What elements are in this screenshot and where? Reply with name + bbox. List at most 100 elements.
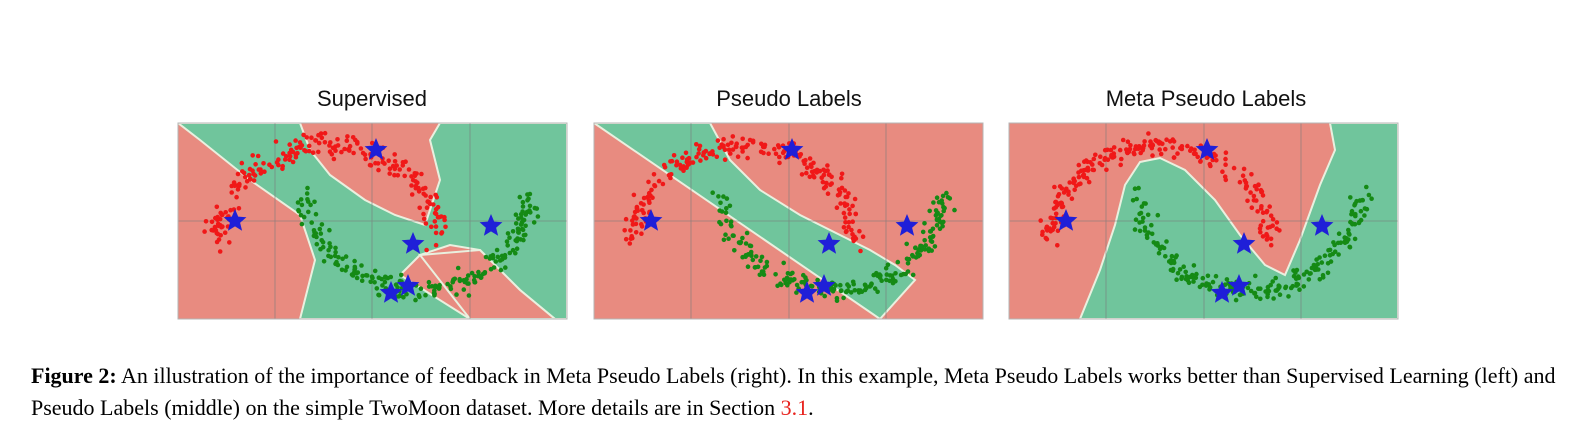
point-red [439,231,444,236]
point-red [674,162,679,168]
point-red [1048,215,1053,221]
point-red [283,154,289,159]
point-green [841,295,846,301]
point-green [507,235,512,240]
point-red [1245,198,1250,204]
point-red [434,195,440,200]
point-green [762,265,768,270]
point-green [1204,281,1209,286]
point-green [510,229,516,234]
point-green [1263,289,1268,294]
panel-pseudo-labels: Pseudo Labels [593,86,984,320]
point-red [402,173,408,179]
point-green [328,254,334,260]
point-green [1338,240,1343,245]
labeled-star [364,138,388,160]
point-green [502,252,508,258]
point-green [759,269,765,274]
point-green [1163,253,1168,259]
point-green [451,277,456,283]
point-red [745,155,750,161]
point-red [847,211,852,217]
point-red [760,144,766,150]
data-points [622,134,957,304]
point-red [766,151,771,156]
point-red [827,172,832,177]
point-red [1055,228,1061,234]
point-green [922,221,927,226]
point-green [317,226,323,232]
point-red [1099,162,1105,168]
point-red [316,132,321,138]
point-red [1086,179,1092,185]
point-green [918,243,923,249]
point-green [787,277,792,282]
point-green [472,273,477,279]
point-red [1142,139,1147,144]
point-green [885,262,891,268]
point-green [304,191,310,196]
point-red [417,205,423,211]
point-green [758,258,763,264]
point-red [1156,139,1162,144]
point-red [413,179,418,184]
point-red [837,190,843,195]
point-green [359,278,365,284]
point-green [352,258,357,264]
point-red [802,161,807,166]
point-red [280,151,286,156]
point-green [844,289,850,294]
point-red [696,151,701,156]
point-red [294,145,299,151]
point-green [433,284,438,290]
point-red [1258,229,1263,235]
point-green [1170,266,1176,272]
panel-supervised: Supervised [177,86,568,320]
point-green [1265,294,1270,300]
section-ref-link[interactable]: 3.1 [780,395,809,420]
point-green [311,233,317,239]
point-red [634,205,640,211]
labeled-star [1195,138,1219,160]
point-green [374,286,380,291]
point-green [1254,294,1259,300]
point-green [1349,208,1355,214]
point-red [428,194,433,200]
point-green [944,190,949,196]
point-green [738,240,743,246]
point-red [1125,139,1131,144]
point-green [1336,231,1342,236]
point-red [1146,131,1151,136]
point-green [1169,253,1175,259]
point-green [1291,268,1296,273]
point-red [307,148,312,154]
point-green [461,287,467,292]
point-green [927,208,932,214]
point-red [1044,236,1050,242]
point-green [423,292,428,298]
caption-text: An illustration of the importance of fee… [31,363,1556,420]
point-red [274,160,280,165]
point-green [520,204,526,209]
point-green [1186,280,1192,286]
point-green [455,265,461,271]
point-red [395,173,401,178]
point-red [1158,151,1164,157]
point-green [889,273,895,279]
point-red [273,139,279,144]
point-red [698,158,703,163]
point-red [1071,176,1076,181]
point-green [398,272,404,278]
point-green [1346,227,1351,233]
point-green [333,249,338,255]
point-green [355,270,361,275]
point-green [743,241,749,246]
point-red [301,132,306,138]
point-green [859,289,865,295]
point-green [1277,292,1283,298]
point-red [202,229,207,234]
point-green [893,279,898,284]
point-green [1301,284,1307,289]
point-red [1220,169,1225,174]
